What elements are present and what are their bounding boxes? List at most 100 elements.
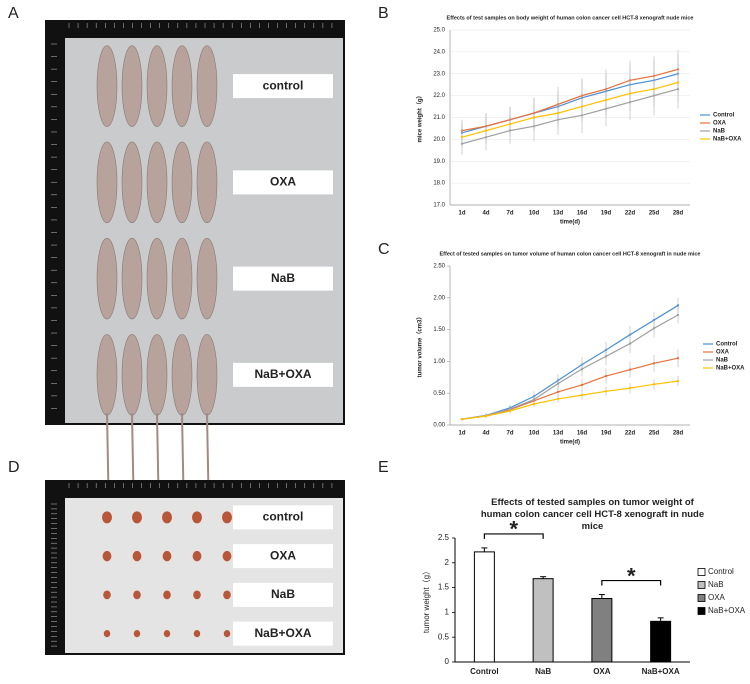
x-tick-label: 1d <box>458 211 465 217</box>
point <box>604 355 608 358</box>
x-tick-label: 28d <box>673 431 684 437</box>
group-label: NaB <box>271 271 295 285</box>
mouse <box>121 45 143 127</box>
legend-label: NaB+OXA <box>708 606 746 615</box>
panel-label: D <box>8 459 20 476</box>
x-tick-label: Control <box>470 667 498 676</box>
mouse <box>146 334 168 416</box>
point <box>508 409 512 413</box>
mouse <box>196 45 218 127</box>
x-tick-label: 4d <box>482 211 489 217</box>
y-tick-label: 2.50 <box>433 264 445 270</box>
point <box>676 304 680 307</box>
point <box>676 357 680 360</box>
point <box>652 383 656 386</box>
y-tick-label: 1 <box>445 608 450 617</box>
label-box <box>233 505 333 530</box>
x-tick-label: NaB <box>535 667 551 676</box>
mouse <box>146 237 168 320</box>
point <box>508 122 512 126</box>
y-tick-label: 1.5 <box>438 583 450 592</box>
point <box>556 382 560 385</box>
y-tick-label: 2 <box>445 558 450 567</box>
bar <box>532 578 554 663</box>
x-tick-label: 25d <box>649 431 660 437</box>
x-axis-label: time(d) <box>560 220 580 226</box>
y-tick-label: 0.00 <box>433 423 445 429</box>
x-tick-label: 7d <box>506 211 513 217</box>
mouse <box>196 237 218 320</box>
y-tick-label: 22.0 <box>433 93 445 99</box>
tumor <box>133 590 141 600</box>
x-tick-label: 1d <box>458 431 465 437</box>
significance-bracket <box>601 579 662 586</box>
significance-mark: * <box>509 517 518 542</box>
point <box>676 379 680 383</box>
tumor <box>162 550 172 562</box>
x-tick-label: 25d <box>649 211 660 217</box>
point <box>580 367 584 371</box>
mouse <box>96 334 118 416</box>
point <box>556 111 560 115</box>
tumor <box>163 630 171 638</box>
tumor <box>193 630 201 638</box>
point <box>628 386 632 390</box>
y-tick-label: 17.0 <box>433 203 445 209</box>
y-tick-label: 23.0 <box>433 71 445 77</box>
y-tick-label: 0.50 <box>433 391 445 397</box>
y-tick-label: 1.00 <box>433 359 445 365</box>
point <box>484 414 488 418</box>
group-label: OXA <box>270 548 296 562</box>
group-label: control <box>263 510 304 524</box>
point <box>532 398 536 401</box>
point <box>532 116 536 119</box>
group-label: NaB+OXA <box>254 367 311 381</box>
tumor <box>132 511 142 524</box>
legend-swatch <box>697 594 706 602</box>
series-line <box>461 68 679 132</box>
tumor <box>192 511 202 524</box>
tumor <box>193 590 201 600</box>
mouse <box>146 45 168 127</box>
significance-mark: * <box>627 563 636 588</box>
legend-label: Control <box>716 342 738 348</box>
tumor <box>133 630 141 638</box>
legend-label: NaB <box>716 358 729 364</box>
mouse <box>121 237 143 320</box>
panel-label: A <box>8 5 19 22</box>
y-tick-label: 19.0 <box>433 159 445 165</box>
mouse <box>121 334 143 416</box>
tumor <box>223 590 231 600</box>
label-box <box>233 266 333 291</box>
point <box>460 418 464 421</box>
tumor <box>102 550 112 562</box>
x-tick-label: OXA <box>593 667 611 676</box>
tumor <box>132 550 142 562</box>
panel-label: C <box>378 241 390 258</box>
legend-label: OXA <box>708 593 726 602</box>
legend-swatch <box>697 568 706 576</box>
point <box>652 87 656 91</box>
tumor <box>163 590 171 600</box>
mouse <box>171 237 193 320</box>
x-tick-label: 10d <box>529 431 540 437</box>
tumor <box>103 590 111 600</box>
tumor <box>162 511 172 524</box>
y-axis-label: mice weight（g） <box>416 92 424 142</box>
point <box>628 342 632 345</box>
series-line <box>461 88 679 145</box>
point <box>580 105 584 108</box>
mouse <box>96 45 118 127</box>
tumor <box>222 511 232 524</box>
chart-title: Effects of test samples on body weight o… <box>447 15 694 21</box>
point <box>652 362 656 365</box>
tumor <box>102 511 112 524</box>
series-line <box>461 357 679 420</box>
y-tick-label: 0.5 <box>438 632 450 641</box>
mouse <box>171 141 193 224</box>
legend-label: NaB+OXA <box>716 366 745 372</box>
label-box <box>233 582 333 607</box>
x-tick-label: 4d <box>482 431 489 437</box>
mouse <box>196 334 218 416</box>
